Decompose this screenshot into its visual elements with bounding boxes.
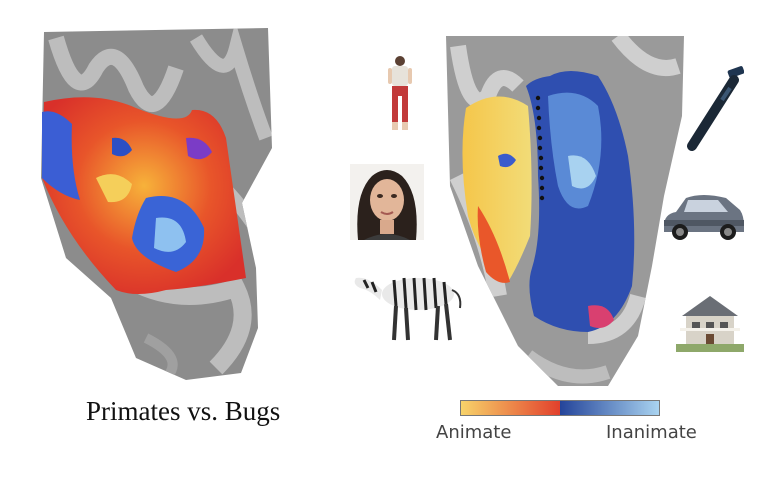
hammer-icon [687,66,744,151]
legend-inanimate-label: Inanimate [606,422,697,443]
house-icon [676,296,744,352]
person-icon [388,56,412,130]
face-icon [350,164,424,240]
car-icon [664,195,744,240]
left-brain-activation-map [41,28,272,380]
right-brain-activation-map [446,36,684,386]
zebra-icon [354,277,462,341]
color-scale-bar [460,400,660,416]
panel-caption: Primates vs. Bugs [86,396,281,426]
legend-animate-label: Animate [436,422,512,443]
